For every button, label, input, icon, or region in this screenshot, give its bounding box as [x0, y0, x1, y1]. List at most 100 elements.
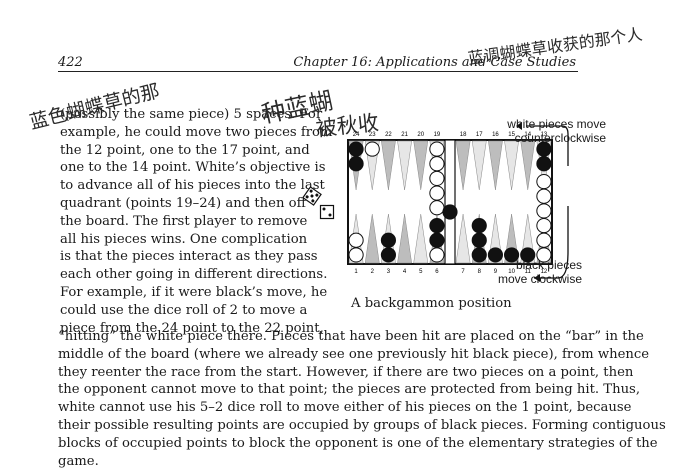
white-checker: [536, 203, 552, 219]
text-line: quadrant (points 19–24) and then off: [60, 195, 306, 211]
text-line: blocks of occupied points to block the o…: [58, 435, 658, 451]
point-label: 6: [435, 269, 439, 275]
black-checker: [442, 204, 458, 220]
black-checker: [429, 232, 445, 248]
board-point: [397, 140, 412, 191]
board-point: [520, 140, 536, 191]
die-pip: [311, 199, 315, 203]
text-line: their possible resulting points are occu…: [58, 417, 666, 433]
board-point: [381, 140, 396, 191]
text-line: all his pieces wins. One complication: [60, 231, 308, 247]
point-label: 7: [461, 269, 465, 275]
white-checker: [536, 188, 552, 204]
white-checker: [429, 156, 445, 172]
point-label: 5: [419, 269, 423, 275]
point-label: 18: [460, 132, 467, 138]
board-point: [397, 213, 412, 264]
point-label: 4: [403, 269, 407, 275]
text-line: For example, if it were black’s move, he: [60, 284, 328, 300]
black-checker: [429, 218, 445, 234]
chapter-title: Chapter 16: Applications and Case Studie…: [293, 55, 576, 70]
die-pip: [328, 213, 332, 217]
point-label: 1: [354, 269, 358, 275]
black-checker: [536, 156, 552, 172]
white-checker: [429, 141, 445, 157]
board-point: [413, 213, 429, 264]
board-point: [413, 140, 429, 191]
die-pip: [310, 194, 314, 198]
board-point: [504, 140, 519, 191]
point-label: 2: [371, 269, 375, 275]
white-checker: [429, 247, 445, 263]
black-checker: [471, 247, 487, 263]
note-line: move clockwise: [497, 272, 582, 286]
point-label: 21: [401, 132, 408, 138]
page-header: 422 Chapter 16: Applications and Case St…: [58, 53, 578, 72]
note-line: black pieces: [515, 258, 582, 272]
point-label: 19: [434, 132, 441, 138]
black-checker: [380, 247, 396, 263]
note-line: counterclockwise: [514, 131, 606, 145]
point-label: 14: [524, 132, 531, 138]
white-checker: [536, 218, 552, 234]
board-point: [455, 213, 471, 264]
white-checker: [429, 170, 445, 186]
point-label: 10: [508, 269, 515, 275]
column-paragraph: (possibly the same piece) 5 spaces. For …: [60, 106, 333, 337]
black-checker: [504, 247, 520, 263]
point-label: 24: [353, 132, 360, 138]
board-point: [488, 140, 503, 191]
text-line: the opponent cannot move to that point; …: [58, 382, 641, 398]
text-line: they reenter the race from the start. Ho…: [58, 364, 634, 380]
black-checker: [380, 232, 396, 248]
die-pip: [322, 207, 326, 211]
text-line: white cannot use his 5–2 dice roll to mo…: [58, 400, 632, 416]
board-bar: [444, 139, 456, 265]
text-line: each other going in different directions…: [60, 267, 328, 283]
text-line: one to the 14 point. White’s objective i…: [60, 160, 326, 176]
board-point: [364, 213, 380, 264]
text-line: (possibly the same piece) 5 spaces. For: [60, 107, 323, 122]
black-checker: [471, 232, 487, 248]
white-checker: [364, 141, 380, 157]
die-pip: [305, 195, 309, 199]
text-line: the 12 point, one to the 17 point, and: [60, 142, 310, 158]
point-label: 16: [492, 132, 499, 138]
die-face: [319, 204, 335, 220]
text-line: “hitting” the white piece there. Pieces …: [58, 329, 644, 344]
point-label: 9: [494, 269, 498, 275]
white-direction-arrow: [526, 125, 569, 166]
point-label: 23: [369, 132, 376, 138]
white-checker: [348, 247, 364, 263]
point-label: 22: [385, 132, 392, 138]
black-checker: [348, 141, 364, 157]
die-icon: [319, 204, 335, 220]
white-checker: [429, 185, 445, 201]
white-checker: [536, 232, 552, 248]
black-checker: [348, 156, 364, 172]
text-line: game.: [58, 453, 99, 469]
point-label: 15: [508, 132, 515, 138]
die-pip: [315, 193, 319, 197]
arrowhead-icon: [534, 274, 540, 282]
white-checker: [536, 247, 552, 263]
text-line: to advance all of his pieces into the la…: [60, 178, 325, 194]
white-direction-note: white pieces move counterclockwise: [496, 117, 606, 145]
white-checker: [429, 200, 445, 216]
figure-caption: A backgammon position: [351, 296, 512, 311]
black-direction-arrow: [534, 206, 569, 279]
die-pip: [309, 189, 313, 193]
point-label: 17: [476, 132, 483, 138]
text-line: example, he could move two pieces from: [60, 124, 333, 140]
point-label: 12: [541, 269, 548, 275]
white-checker: [536, 174, 552, 190]
note-line: white pieces move: [507, 117, 606, 131]
point-label: 20: [417, 132, 424, 138]
board-point: [455, 140, 471, 191]
text-line: the board. The first player to remove: [60, 213, 308, 229]
black-direction-note: black pieces move clockwise: [490, 258, 582, 286]
black-checker: [520, 247, 536, 263]
text-line: piece from the 24 point to the 22 point,: [60, 320, 324, 336]
point-label: 8: [478, 269, 482, 275]
